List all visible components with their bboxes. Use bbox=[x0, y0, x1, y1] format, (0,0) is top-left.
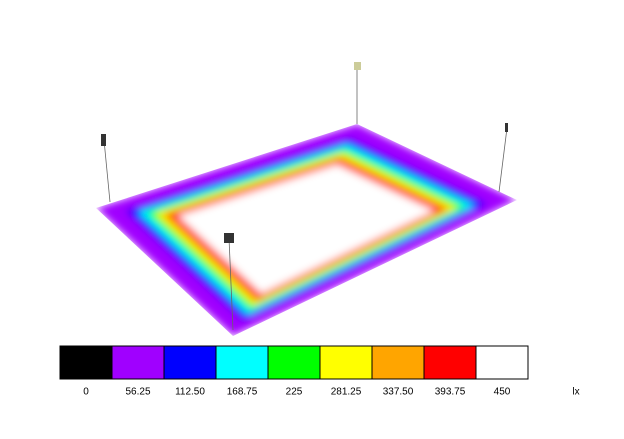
legend-label: 56.25 bbox=[125, 387, 150, 398]
luminaires bbox=[101, 62, 508, 243]
poles bbox=[103, 66, 508, 331]
legend-swatch bbox=[111, 345, 165, 380]
legend-label: 393.75 bbox=[435, 387, 466, 398]
legend-swatch bbox=[215, 345, 269, 380]
legend-swatch bbox=[371, 345, 425, 380]
legend-swatch bbox=[475, 345, 529, 380]
legend-label: 112.50 bbox=[175, 387, 205, 398]
legend-swatch bbox=[163, 345, 217, 380]
legend-label: 281.25 bbox=[331, 387, 362, 398]
legend-label: 225 bbox=[286, 387, 303, 398]
legend-label: 450 bbox=[494, 387, 511, 398]
field-render bbox=[96, 124, 517, 336]
legend-swatch bbox=[319, 345, 373, 380]
legend-label: 337.50 bbox=[383, 387, 414, 398]
legend-label: 168.75 bbox=[227, 387, 258, 398]
legend-label: 0 bbox=[83, 387, 89, 398]
unit-label: lx bbox=[572, 387, 579, 398]
legend-swatch bbox=[423, 345, 477, 380]
field-bands bbox=[96, 124, 517, 336]
field-band bbox=[177, 164, 435, 294]
legend: 0 56.25 112.50 168.75 225 281.25 337.50 393.75 4… bbox=[59, 345, 529, 398]
legend-swatch bbox=[267, 345, 321, 380]
legend-swatch bbox=[59, 345, 113, 380]
